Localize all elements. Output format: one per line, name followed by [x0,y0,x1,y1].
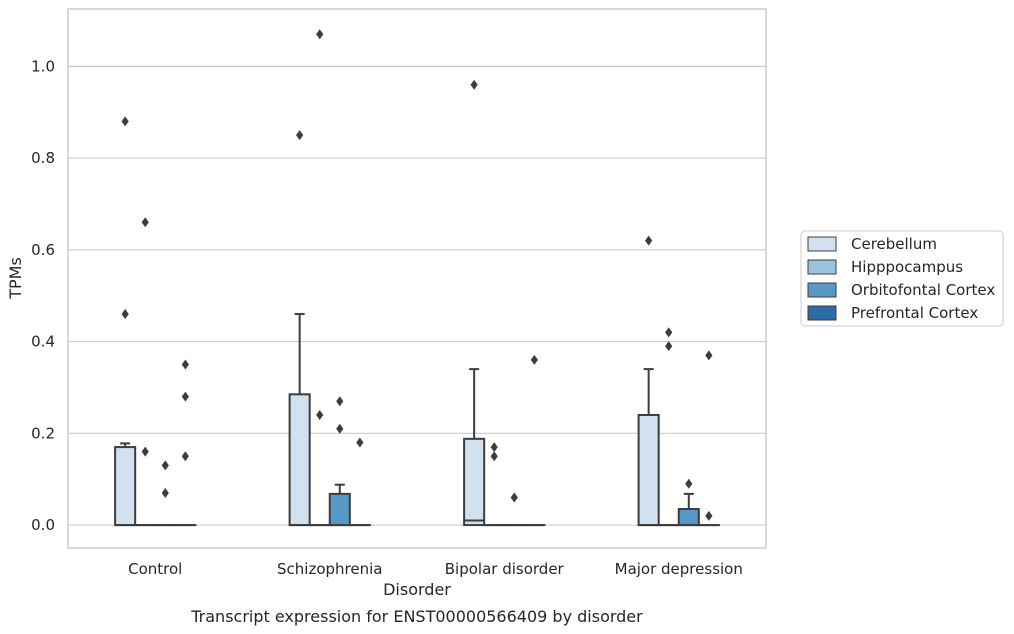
x-tick-label: Major depression [615,560,743,578]
box-group [288,130,311,527]
y-tick-label: 1.0 [31,57,55,75]
x-axis-ticks: Control Schizophrenia Bipolar disorder Majo… [128,560,743,578]
y-tick-label: 0.6 [31,241,55,259]
y-axis-ticks: 0.0 0.2 0.4 0.6 0.8 1.0 [31,57,55,534]
legend-entry: Cerebellum [851,235,937,253]
x-axis-label: Disorder [383,580,451,599]
outlier-point [316,409,324,420]
outlier-point [645,235,653,246]
y-tick-label: 0.8 [31,149,55,167]
box-group [697,350,720,527]
y-tick-label: 0.0 [31,516,55,534]
box-group [637,235,660,527]
box-group [328,396,351,527]
outlier-point [356,437,364,448]
legend-entry: Hipppocampus [851,258,963,276]
outlier-point [161,460,169,471]
box-group [463,79,486,527]
outlier-point [705,350,713,361]
outlier-point [141,217,149,228]
box-group [483,442,506,527]
y-tick-label: 0.2 [31,424,55,442]
outlier-point [141,446,149,457]
outlier-point [181,359,189,370]
chart-caption: Transcript expression for ENST0000056640… [190,607,643,626]
outlier-point [336,423,344,434]
outlier-point [665,341,673,352]
grid-lines [68,65,766,526]
outlier-point [121,116,129,127]
outlier-point [490,451,498,462]
box-group [154,460,177,527]
box-group [523,354,546,527]
box-group [308,29,331,527]
outlier-point [181,451,189,462]
legend-swatch [807,305,837,321]
outlier-point [336,396,344,407]
y-tick-label: 0.4 [31,333,55,351]
box-group [503,492,526,527]
outlier-point [316,29,324,40]
outlier-point [121,309,129,320]
box [328,492,351,527]
box-group [134,217,157,527]
box [637,413,660,527]
box [463,437,486,527]
box-group [174,359,197,527]
box-group [114,116,137,527]
outlier-point [530,354,538,365]
legend-frame [800,230,1004,327]
x-tick-label: Control [128,560,182,578]
legend-swatch [807,282,837,298]
legend: Cerebellum Hipppocampus Orbitofontal Corte… [800,230,1004,327]
outlier-point [181,391,189,402]
outlier-point [490,442,498,453]
box [114,446,137,527]
box-group [657,327,680,527]
box-group [677,478,700,527]
box-group [348,437,371,527]
outlier-point [296,130,304,141]
outlier-point [161,487,169,498]
box-plot-marks [114,29,720,527]
legend-entry: Prefrontal Cortex [851,304,978,322]
plot-frame [67,8,767,549]
x-tick-label: Bipolar disorder [445,560,565,578]
box [288,393,311,527]
legend-swatch [807,259,837,275]
x-tick-label: Schizophrenia [277,560,382,578]
box [677,508,700,527]
outlier-point [510,492,518,503]
outlier-point [665,327,673,338]
legend-entry: Orbitofontal Cortex [851,281,995,299]
y-axis-label: TPMs [6,257,25,300]
outlier-point [705,510,713,521]
outlier-point [470,79,478,90]
outlier-point [685,478,693,489]
legend-swatch [807,236,837,252]
